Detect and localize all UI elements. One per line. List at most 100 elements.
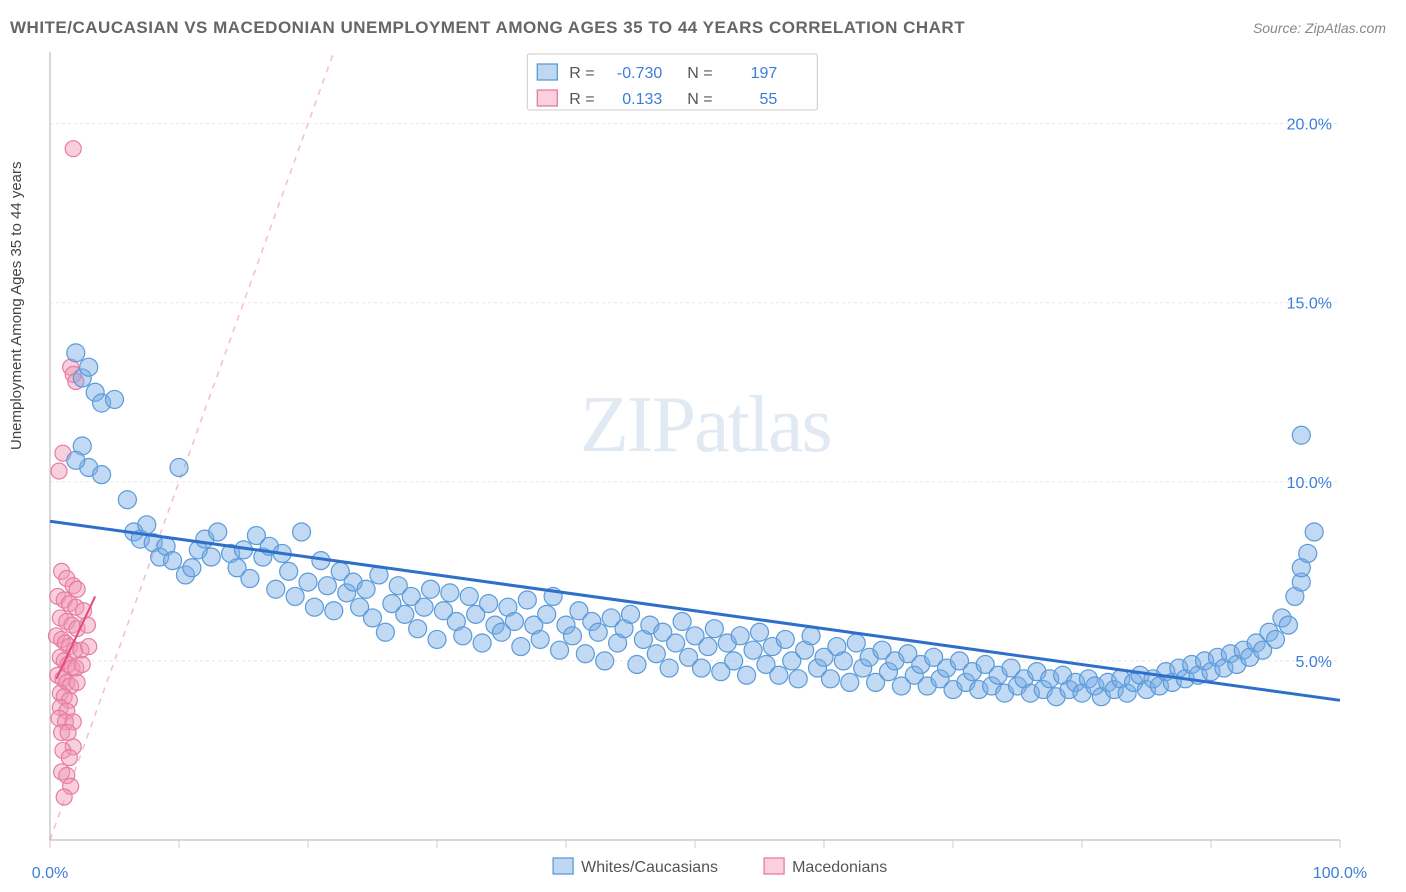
bottom-legend-label: Macedonians [792, 859, 887, 876]
data-point [209, 523, 227, 541]
data-point [505, 613, 523, 631]
data-point [776, 630, 794, 648]
data-point [415, 598, 433, 616]
data-point [65, 141, 81, 157]
y-tick-label: 20.0% [1287, 117, 1332, 134]
data-point [454, 627, 472, 645]
data-point [299, 573, 317, 591]
legend-n-label: N = [687, 91, 712, 108]
data-point [305, 598, 323, 616]
data-point [318, 577, 336, 595]
data-point [705, 620, 723, 638]
data-point [531, 630, 549, 648]
data-point [93, 466, 111, 484]
y-tick-label: 10.0% [1287, 475, 1332, 492]
data-point [118, 491, 136, 509]
y-tick-label: 5.0% [1296, 654, 1332, 671]
data-point [60, 725, 76, 741]
data-point [622, 605, 640, 623]
data-point [538, 605, 556, 623]
bottom-legend-swatch [553, 858, 573, 874]
data-point [138, 516, 156, 534]
legend-swatch [537, 90, 557, 106]
data-point [280, 562, 298, 580]
data-point [596, 652, 614, 670]
data-point [589, 623, 607, 641]
data-point [744, 641, 762, 659]
legend-swatch [537, 64, 557, 80]
data-point [56, 789, 72, 805]
data-point [106, 390, 124, 408]
data-point [751, 623, 769, 641]
y-tick-label: 15.0% [1287, 296, 1332, 313]
y-axis-label: Unemployment Among Ages 35 to 44 years [8, 161, 25, 450]
data-point [834, 652, 852, 670]
data-point [1292, 426, 1310, 444]
data-point [61, 750, 77, 766]
data-point [731, 627, 749, 645]
data-point [376, 623, 394, 641]
chart-title: WHITE/CAUCASIAN VS MACEDONIAN UNEMPLOYME… [10, 18, 965, 38]
data-point [673, 613, 691, 631]
data-point [422, 580, 440, 598]
data-point [170, 458, 188, 476]
data-point [1267, 630, 1285, 648]
data-point [241, 570, 259, 588]
data-point [51, 463, 67, 479]
data-point [81, 639, 97, 655]
legend-r-label: R = [569, 65, 594, 82]
data-point [738, 666, 756, 684]
data-point [441, 584, 459, 602]
data-point [802, 627, 820, 645]
legend-n-value: 55 [760, 91, 778, 108]
legend-n-label: N = [687, 65, 712, 82]
bottom-legend-swatch [764, 858, 784, 874]
data-point [551, 641, 569, 659]
data-point [69, 674, 85, 690]
data-point [164, 552, 182, 570]
data-point [480, 595, 498, 613]
data-point [770, 666, 788, 684]
data-point [518, 591, 536, 609]
data-point [563, 627, 581, 645]
data-point [576, 645, 594, 663]
identity-diagonal [50, 52, 334, 840]
x-tick-label: 100.0% [1313, 865, 1367, 882]
source-credit: Source: ZipAtlas.com [1253, 20, 1386, 36]
data-point [409, 620, 427, 638]
data-point [267, 580, 285, 598]
data-point [67, 344, 85, 362]
data-point [841, 673, 859, 691]
data-point [628, 655, 646, 673]
data-point [364, 609, 382, 627]
x-tick-label: 0.0% [32, 865, 68, 882]
data-point [512, 638, 530, 656]
data-point [80, 358, 98, 376]
data-point [396, 605, 414, 623]
data-point [789, 670, 807, 688]
legend-r-label: R = [569, 91, 594, 108]
legend-r-value: -0.730 [617, 65, 662, 82]
data-point [74, 656, 90, 672]
data-point [428, 630, 446, 648]
data-point [1305, 523, 1323, 541]
data-point [692, 659, 710, 677]
correlation-scatter-chart: 5.0% 10.0% 15.0% 20.0% 0.0% 100.0% R = -0.730 N … [0, 0, 1406, 892]
data-point [183, 559, 201, 577]
data-point [1279, 616, 1297, 634]
data-point [357, 580, 375, 598]
data-point [647, 645, 665, 663]
bottom-legend-label: Whites/Caucasians [581, 859, 718, 876]
data-point [460, 587, 478, 605]
data-point [1299, 544, 1317, 562]
data-point [725, 652, 743, 670]
data-point [67, 451, 85, 469]
data-point [325, 602, 343, 620]
data-point [847, 634, 865, 652]
data-point [286, 587, 304, 605]
data-point [69, 581, 85, 597]
legend-r-value: 0.133 [622, 91, 662, 108]
data-point [667, 634, 685, 652]
data-point [473, 634, 491, 652]
data-point [821, 670, 839, 688]
